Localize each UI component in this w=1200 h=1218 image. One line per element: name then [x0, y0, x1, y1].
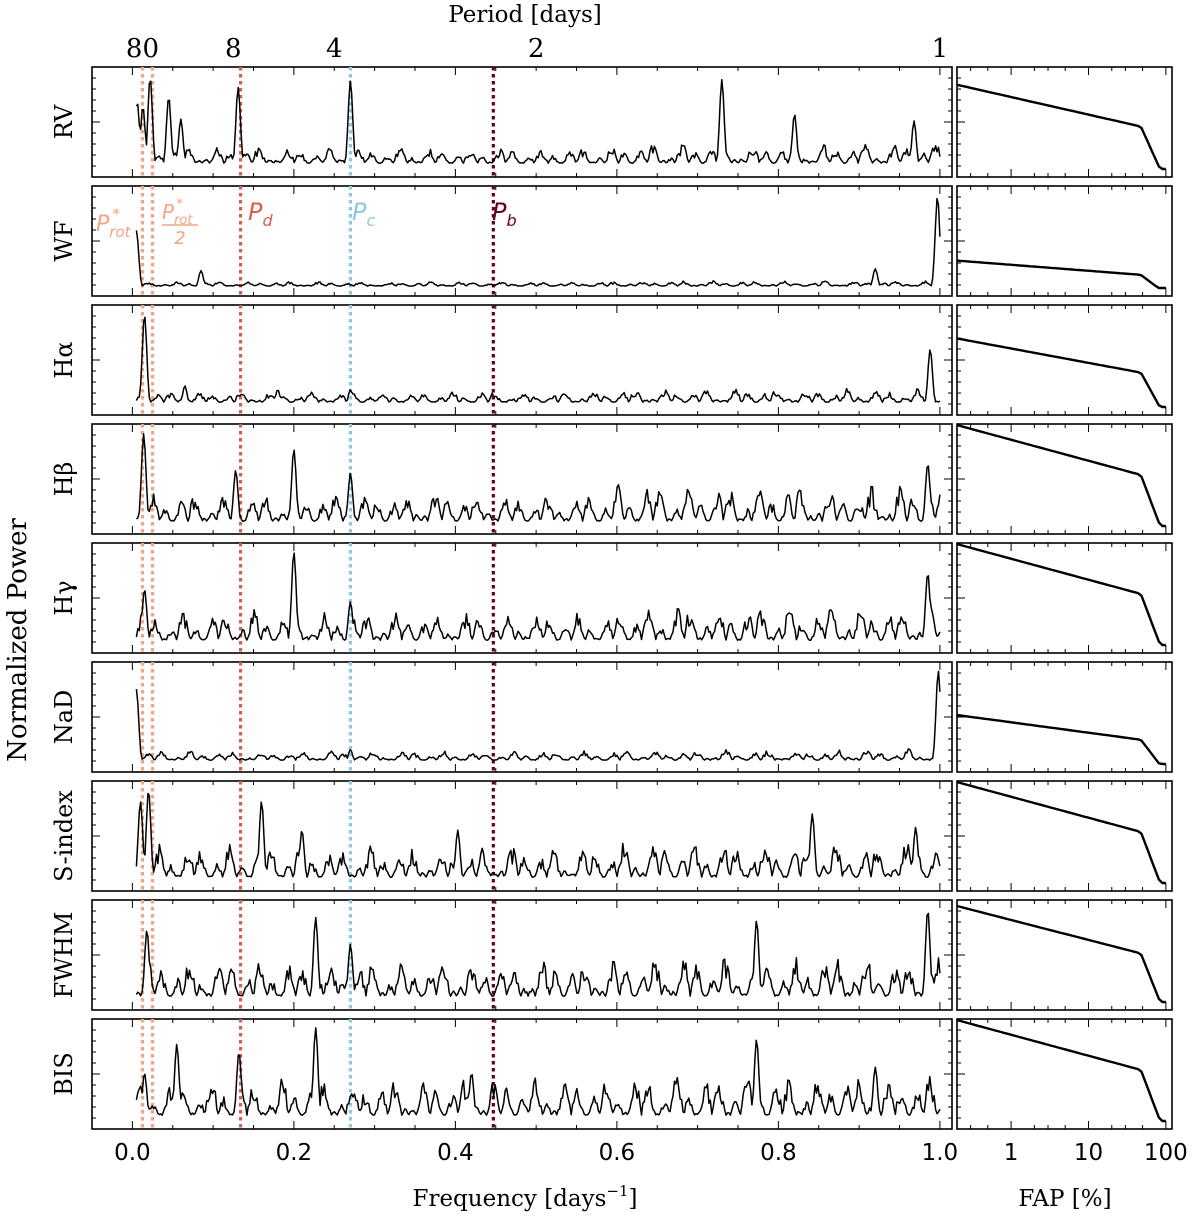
x-tick-label: 0.8: [760, 1140, 797, 1166]
panels: RV WF Hα Hβ Hγ NaD S-index FWHM BIS: [50, 66, 1173, 1130]
periodogram-line: [135, 912, 941, 997]
fap-panel-frame: [956, 661, 1173, 773]
fap-tick-label: 1: [1004, 1140, 1019, 1166]
fap-panel-frame: [956, 185, 1173, 297]
panel-nad: NaD: [50, 661, 1173, 773]
panel-hα: Hα: [50, 304, 1173, 416]
periodogram-line: [135, 197, 941, 287]
panel-frame: [91, 1018, 953, 1130]
panel-hβ: Hβ: [50, 423, 1173, 535]
fap-curve: [956, 1018, 1166, 1123]
panel-rv: RV: [50, 66, 1173, 178]
periodogram-line: [135, 670, 941, 761]
pb-label: Pb: [492, 198, 517, 230]
x-axis-title: Frequency [days−1]: [412, 1182, 637, 1212]
panel-wf: WF: [50, 185, 1173, 297]
periodogram-line: [135, 78, 941, 164]
panel-label: NaD: [50, 690, 78, 745]
fap-tick-label: 10: [1074, 1140, 1103, 1166]
fap-curve: [956, 780, 1166, 885]
fap-tick-label: 100: [1144, 1140, 1188, 1166]
panel-fwhm: FWHM: [50, 899, 1173, 1011]
panel-bis: BIS: [50, 1018, 1173, 1130]
periodogram-line: [135, 433, 941, 522]
fap-axis-title: FAP [%]: [1018, 1186, 1111, 1212]
periodogram-line: [135, 316, 941, 403]
y-axis-title: Normalized Power: [3, 518, 33, 762]
panel-frame: [91, 780, 953, 892]
x-axis-title-exponent: −1: [606, 1182, 628, 1200]
panel-label: Hα: [50, 341, 78, 378]
fap-panel-frame: [956, 780, 1173, 892]
panel-hγ: Hγ: [50, 542, 1173, 654]
fap-curve: [956, 423, 1166, 528]
fap-tick-labels: 1 10 100: [1004, 1140, 1188, 1166]
fap-curve: [956, 542, 1166, 647]
periodogram-line: [135, 792, 941, 878]
panel-frame: [91, 185, 953, 297]
x-tick-label: 0.4: [437, 1140, 474, 1166]
x-tick-labels: 0.0 0.2 0.4 0.6 0.8 1.0: [114, 1140, 958, 1166]
panel-frame: [91, 66, 953, 178]
panel-label: RV: [50, 104, 78, 139]
fap-curve: [956, 337, 1166, 409]
period-tick-label: 1: [932, 34, 949, 64]
period-tick-label: 4: [326, 34, 343, 64]
marker-labels: Prot* Prot* 2 Pd Pc Pb: [96, 197, 517, 249]
panel-label: WF: [50, 220, 78, 261]
fap-curve: [956, 259, 1166, 290]
fap-curve: [956, 83, 1166, 171]
fap-panel-frame: [956, 542, 1173, 654]
fap-panel-frame: [956, 66, 1173, 178]
panel-frame: [91, 304, 953, 416]
pd-label: Pd: [248, 198, 273, 230]
period-axis-title: Period [days]: [448, 2, 601, 28]
period-tick-labels: 80 8 4 2 1: [126, 34, 948, 64]
periodogram-line: [135, 1027, 941, 1116]
fap-panel-frame: [956, 1018, 1173, 1130]
pc-label: Pc: [352, 198, 375, 230]
panel-label: BIS: [50, 1052, 78, 1096]
period-tick-label: 8: [225, 34, 242, 64]
prot-label: Prot*: [96, 205, 132, 241]
x-tick-label: 0.2: [276, 1140, 313, 1166]
period-tick-label: 80: [126, 34, 159, 64]
periodogram-line: [135, 552, 941, 641]
x-tick-label: 0.0: [114, 1140, 151, 1166]
x-tick-label: 1.0: [922, 1140, 959, 1166]
panel-s-index: S-index: [50, 780, 1173, 892]
fap-curve: [956, 904, 1166, 1004]
fap-curve: [956, 713, 1166, 766]
period-tick-label: 2: [528, 34, 545, 64]
panel-label: Hγ: [50, 580, 78, 615]
prot-half-label: Prot*: [162, 197, 193, 228]
panel-label: FWHM: [50, 912, 78, 999]
x-tick-label: 0.6: [599, 1140, 636, 1166]
fap-panel-frame: [956, 423, 1173, 535]
prot-half-denominator: 2: [174, 228, 185, 249]
panel-label: Hβ: [50, 462, 78, 497]
fap-panel-frame: [956, 304, 1173, 416]
panel-label: S-index: [50, 790, 78, 882]
